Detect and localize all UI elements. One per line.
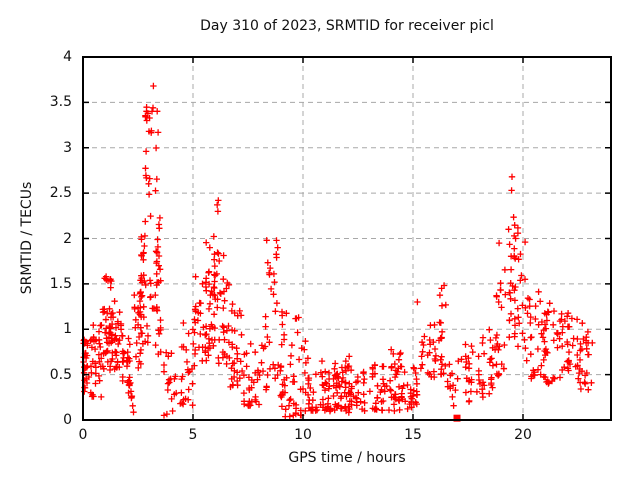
- scatter-points: [80, 82, 596, 420]
- chart-title: Day 310 of 2023, SRMTID for receiver pic…: [200, 18, 494, 34]
- y-tick-label: 0.5: [49, 366, 72, 383]
- x-tick-label: 15: [404, 427, 422, 443]
- x-tick-label: 5: [188, 427, 198, 443]
- y-tick-label: 1.5: [49, 275, 72, 292]
- y-tick-label: 1: [63, 321, 72, 338]
- y-tick-label: 0: [63, 412, 72, 428]
- filled-square-marker: [453, 414, 461, 422]
- y-tick-label: 2: [63, 230, 72, 247]
- y-tick-label: 2.5: [49, 185, 72, 202]
- y-tick-label: 4: [63, 49, 72, 65]
- x-tick-label: 10: [294, 427, 312, 443]
- x-tick-label: 0: [78, 427, 88, 443]
- x-tick-label: 20: [514, 427, 532, 443]
- x-axis-label: GPS time / hours: [288, 450, 406, 466]
- y-tick-label: 3: [63, 139, 72, 156]
- y-tick-label: 3.5: [49, 94, 72, 111]
